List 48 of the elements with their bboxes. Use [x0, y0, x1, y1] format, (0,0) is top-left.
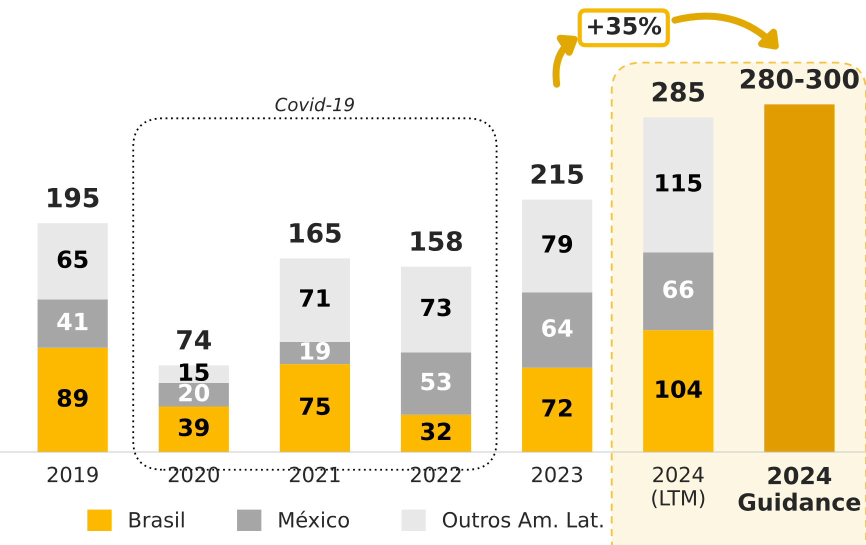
x-tick-label: 2024 (LTM)	[652, 466, 704, 508]
legend-label: Outros Am. Lat.	[442, 512, 603, 528]
bar	[280, 364, 350, 452]
x-tick-label: 2019	[48, 466, 98, 482]
total-label: 285	[652, 82, 704, 102]
data-label: 73	[421, 298, 451, 316]
x-tick-label: 2021	[290, 466, 340, 482]
data-label: 89	[58, 389, 88, 407]
data-label: 104	[656, 380, 702, 398]
data-label: 20	[179, 384, 210, 402]
data-label: 71	[300, 289, 330, 307]
annotation: Covid-19	[276, 97, 354, 112]
bar	[38, 223, 108, 300]
data-label: 32	[421, 422, 450, 440]
text: +35%	[588, 16, 662, 35]
bar	[38, 348, 108, 452]
x-tick-label: 2024 Guidance	[738, 466, 860, 511]
total-label: 165	[290, 222, 341, 243]
legend-label: Brasil	[130, 512, 184, 528]
data-label: 66	[663, 280, 694, 298]
data-label: 39	[178, 418, 209, 436]
bar	[522, 200, 592, 292]
data-label: 19	[301, 342, 330, 360]
bar	[400, 352, 472, 415]
data-label: 41	[57, 312, 88, 330]
x-tick-label: 2022	[411, 466, 460, 482]
bar	[158, 406, 229, 452]
total-label: 158	[411, 231, 462, 252]
bar	[38, 300, 108, 348]
bar	[400, 266, 472, 352]
data-label: 65	[58, 250, 88, 268]
data-label: 72	[542, 399, 572, 417]
total-label: 74	[177, 330, 211, 350]
legend-label: México	[279, 510, 349, 528]
data-label: 53	[421, 372, 451, 390]
data-label: 64	[542, 319, 572, 337]
total-label: 195	[48, 188, 98, 208]
data-label: 15	[180, 363, 209, 382]
bar	[522, 292, 592, 368]
total-label: 280-300	[740, 68, 859, 89]
bar	[280, 258, 350, 342]
data-label: 75	[300, 398, 330, 416]
x-tick-label: 2020	[168, 466, 219, 482]
bar	[522, 368, 592, 452]
data-label: 115	[656, 174, 702, 192]
x-tick-label: 2023	[532, 466, 582, 482]
total-label: 215	[532, 164, 583, 184]
data-label: 79	[542, 235, 572, 253]
